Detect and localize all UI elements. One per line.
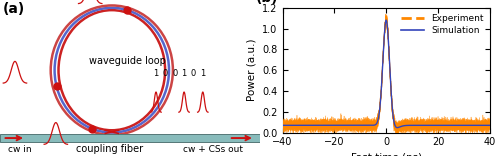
X-axis label: Fast time (ps): Fast time (ps): [350, 153, 422, 156]
Text: cw + CSs out: cw + CSs out: [183, 145, 243, 154]
Text: (a): (a): [2, 2, 25, 16]
Text: 0: 0: [162, 69, 168, 78]
Text: 0: 0: [172, 69, 178, 78]
Y-axis label: Power (a.u.): Power (a.u.): [246, 39, 256, 101]
Text: 1: 1: [200, 69, 205, 78]
Text: 1: 1: [182, 69, 186, 78]
Text: waveguide loop: waveguide loop: [89, 56, 166, 66]
Text: 1: 1: [154, 69, 158, 78]
Text: 0: 0: [191, 69, 196, 78]
Legend: Experiment, Simulation: Experiment, Simulation: [400, 12, 486, 37]
Text: cw in: cw in: [8, 145, 32, 154]
Text: coupling fiber: coupling fiber: [76, 144, 143, 154]
Text: (b): (b): [256, 0, 278, 5]
Bar: [0, 134, 260, 142]
